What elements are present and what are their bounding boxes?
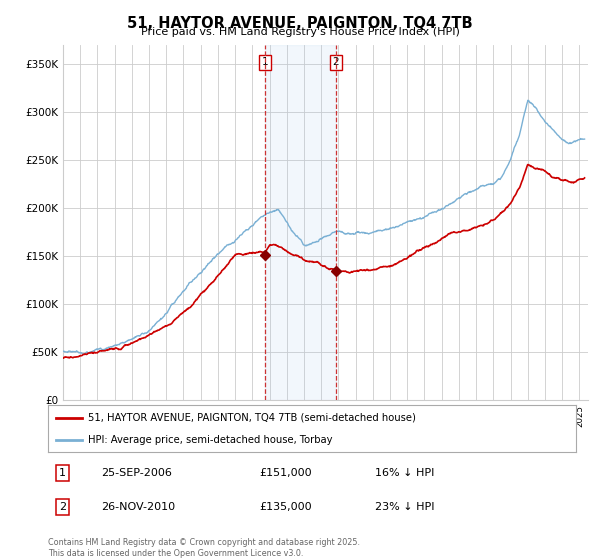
Text: Price paid vs. HM Land Registry's House Price Index (HPI): Price paid vs. HM Land Registry's House … (140, 27, 460, 37)
Text: 51, HAYTOR AVENUE, PAIGNTON, TQ4 7TB: 51, HAYTOR AVENUE, PAIGNTON, TQ4 7TB (127, 16, 473, 31)
Text: 23% ↓ HPI: 23% ↓ HPI (376, 502, 435, 512)
Text: 1: 1 (59, 468, 66, 478)
Text: 16% ↓ HPI: 16% ↓ HPI (376, 468, 435, 478)
Text: 26-NOV-2010: 26-NOV-2010 (101, 502, 175, 512)
Text: £151,000: £151,000 (259, 468, 312, 478)
Text: Contains HM Land Registry data © Crown copyright and database right 2025.
This d: Contains HM Land Registry data © Crown c… (48, 538, 360, 558)
Text: 1: 1 (262, 57, 268, 67)
Text: 51, HAYTOR AVENUE, PAIGNTON, TQ4 7TB (semi-detached house): 51, HAYTOR AVENUE, PAIGNTON, TQ4 7TB (se… (88, 413, 415, 423)
Text: 25-SEP-2006: 25-SEP-2006 (101, 468, 172, 478)
Text: HPI: Average price, semi-detached house, Torbay: HPI: Average price, semi-detached house,… (88, 435, 332, 445)
Text: 2: 2 (59, 502, 67, 512)
Text: £135,000: £135,000 (259, 502, 312, 512)
Bar (265, 45, 336, 400)
Text: 2: 2 (332, 57, 339, 67)
